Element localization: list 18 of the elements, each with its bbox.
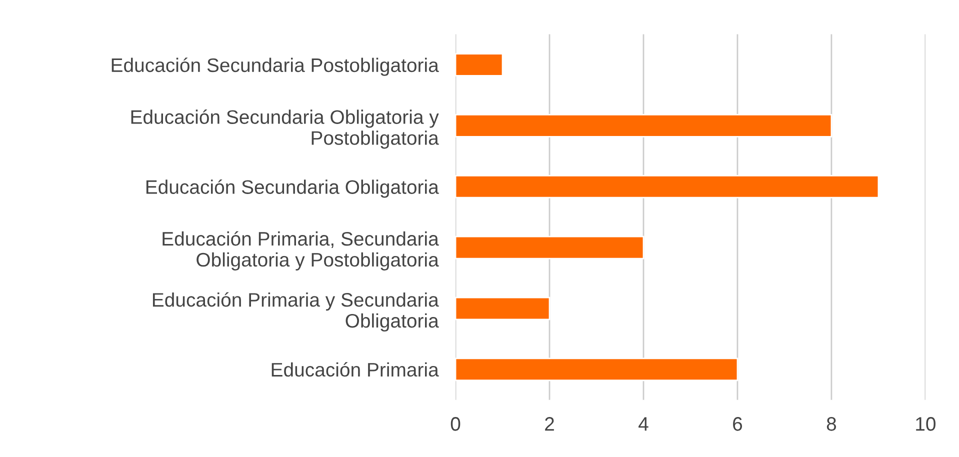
- bar: [456, 358, 738, 382]
- x-tick-label: 4: [638, 417, 648, 431]
- x-tick-label: 8: [826, 417, 836, 431]
- y-tick-label: Educación Secundaria Postobligatoria: [112, 58, 439, 76]
- y-tick-label: Educación Secundaria Obligatoria y Postobligatoria: [131, 109, 439, 149]
- x-tick-label: 10: [916, 417, 936, 431]
- bar: [456, 236, 644, 260]
- bar: [456, 174, 880, 198]
- y-tick-label: Educación Primaria: [272, 362, 439, 377]
- y-tick-label: Educación Secundaria Obligatoria: [146, 179, 439, 198]
- y-tick-label: Educación Primaria, Secundaria Obligatoria y Postobligatoria: [162, 231, 439, 271]
- x-tick-label: 6: [733, 417, 742, 431]
- bar: [456, 114, 832, 138]
- y-tick-label: Educación Primaria y Secundaria Obligatoria: [152, 292, 439, 332]
- bar: [456, 53, 504, 76]
- bar: [456, 296, 550, 320]
- x-tick-label: 2: [545, 417, 554, 431]
- x-tick-label: 0: [450, 417, 460, 431]
